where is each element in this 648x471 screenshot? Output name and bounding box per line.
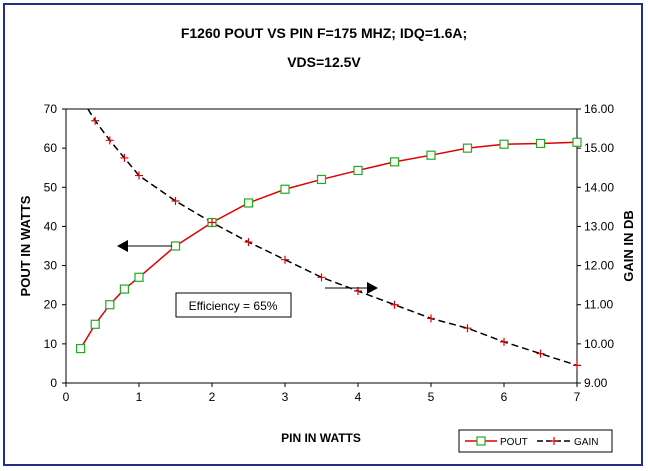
x-tick-label: 1 [136,390,143,404]
gain-point [500,337,508,346]
gain-point [208,218,216,227]
gain-axis-arrow [325,282,378,294]
legend-gain-marker [550,437,558,445]
x-tick-label: 6 [501,390,508,404]
pout-point [389,157,400,167]
x-axis-label: PIN IN WATTS [281,431,361,445]
legend-pout-marker [476,436,486,446]
gain-point [281,255,289,264]
pout-point [535,138,546,149]
pout-point [90,319,100,329]
pout-point [316,174,327,185]
pout-point [134,272,144,282]
gain-point [463,324,472,333]
pout-point [170,241,181,251]
pout-point [353,165,363,176]
gain-point [427,314,435,323]
chart-title-line-1: F1260 POUT VS PIN F=175 MHZ; IDQ=1.6A; [181,25,467,41]
pout-point [426,150,436,160]
y-right-tick-label: 16.00 [584,102,614,116]
legend-pout-label: POUT [500,437,528,448]
gain-point [105,136,114,145]
y-left-tick-label: 40 [44,219,58,233]
legend: POUT GAIN [458,429,613,453]
y-axis-right-label: GAIN IN DB [621,210,636,282]
y-right-tick-label: 11.00 [584,298,613,312]
gain-point [120,153,129,162]
x-tick-label: 4 [355,390,362,404]
gain-point [317,273,326,282]
x-tick-label: 7 [574,390,581,404]
pout-point [119,284,130,294]
pout-point [499,139,509,149]
y-right-tick-label: 9.00 [584,376,608,390]
y-right-tick-label: 12.00 [584,259,614,273]
pout-point [572,137,582,147]
x-tick-label: 5 [428,390,435,404]
y-left-tick-label: 50 [44,180,58,194]
pout-point [280,184,290,194]
chart-title-line-2: VDS=12.5V [287,54,361,70]
legend-gain-label: GAIN [574,437,598,448]
gain-point [536,349,545,358]
y-left-tick-label: 60 [44,141,58,155]
y-left-tick-label: 10 [44,337,58,351]
y-right-tick-label: 13.00 [584,219,614,233]
gain-point [573,361,581,370]
efficiency-annotation: Efficiency = 65% [189,299,278,313]
y-right-tick-label: 14.00 [584,180,614,194]
y-left-tick-label: 0 [50,376,57,390]
x-tick-label: 2 [209,390,216,404]
efficiency-annotation-box [175,292,292,318]
pout-point [462,143,473,153]
y-left-tick-label: 30 [44,259,58,273]
gain-point [171,196,180,205]
gain-point [244,238,253,247]
y-left-tick-label: 20 [44,298,58,312]
x-tick-label: 0 [63,390,70,404]
pout-point [243,198,254,208]
gain-point [91,116,100,125]
gain-point [135,171,143,180]
pout-point [75,343,86,354]
y-axis-left-label: POUT IN WATTS [18,195,33,296]
legend-box [458,429,613,453]
x-tick-label: 3 [282,390,289,404]
y-right-tick-label: 10.00 [584,337,614,351]
pout-point [105,300,115,310]
pout-axis-arrow [117,240,172,252]
gain-point [390,300,399,309]
y-left-tick-label: 70 [44,102,58,116]
y-right-tick-label: 15.00 [584,141,614,155]
